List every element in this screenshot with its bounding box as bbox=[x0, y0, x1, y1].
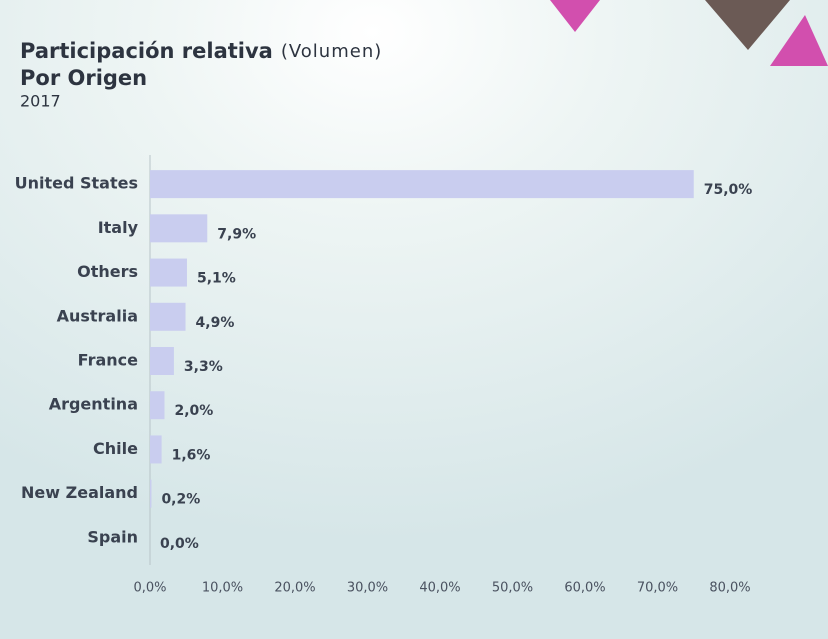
value-label: 0,2% bbox=[161, 492, 200, 508]
decor-triangle bbox=[770, 15, 828, 66]
y-tick-label: France bbox=[78, 351, 138, 370]
x-tick-label: 30,0% bbox=[347, 581, 388, 596]
x-tick-label: 0,0% bbox=[133, 581, 166, 596]
y-tick-label: Italy bbox=[98, 218, 139, 237]
value-label: 4,9% bbox=[196, 315, 235, 331]
bar bbox=[150, 479, 152, 508]
bar bbox=[150, 258, 187, 287]
decor-triangle bbox=[550, 0, 600, 32]
x-tick-label: 80,0% bbox=[709, 581, 750, 596]
value-label: 1,6% bbox=[172, 447, 211, 463]
bar bbox=[150, 170, 694, 199]
value-label: 2,0% bbox=[175, 403, 214, 419]
decor-triangle bbox=[705, 0, 790, 50]
value-label: 0,0% bbox=[160, 536, 199, 552]
y-tick-label: United States bbox=[15, 174, 138, 193]
y-tick-label: Argentina bbox=[49, 395, 138, 414]
title-note: (Volumen) bbox=[281, 41, 382, 62]
value-label: 3,3% bbox=[184, 359, 223, 375]
bar bbox=[150, 435, 162, 464]
x-tick-label: 10,0% bbox=[202, 581, 243, 596]
y-tick-label: Others bbox=[77, 262, 138, 281]
bar bbox=[150, 214, 208, 243]
value-label: 75,0% bbox=[704, 182, 753, 198]
bar bbox=[150, 347, 174, 375]
chart-year: 2017 bbox=[20, 92, 61, 111]
y-tick-label: Chile bbox=[93, 439, 138, 458]
y-tick-label: Australia bbox=[57, 306, 138, 325]
chart-title: Participación relativa (Volumen) bbox=[20, 39, 382, 63]
y-tick-label: New Zealand bbox=[21, 483, 138, 502]
bar bbox=[150, 391, 165, 420]
x-tick-label: 70,0% bbox=[637, 581, 678, 596]
y-tick-label: Spain bbox=[87, 527, 138, 546]
value-label: 5,1% bbox=[197, 271, 236, 287]
x-tick-label: 20,0% bbox=[274, 581, 315, 596]
x-tick-label: 40,0% bbox=[419, 581, 460, 596]
title-main: Participación relativa bbox=[20, 39, 273, 63]
x-tick-label: 50,0% bbox=[492, 581, 533, 596]
bar bbox=[150, 302, 186, 331]
chart-subtitle: Por Origen bbox=[20, 66, 147, 90]
x-tick-label: 60,0% bbox=[564, 581, 605, 596]
value-label: 7,9% bbox=[217, 226, 256, 242]
